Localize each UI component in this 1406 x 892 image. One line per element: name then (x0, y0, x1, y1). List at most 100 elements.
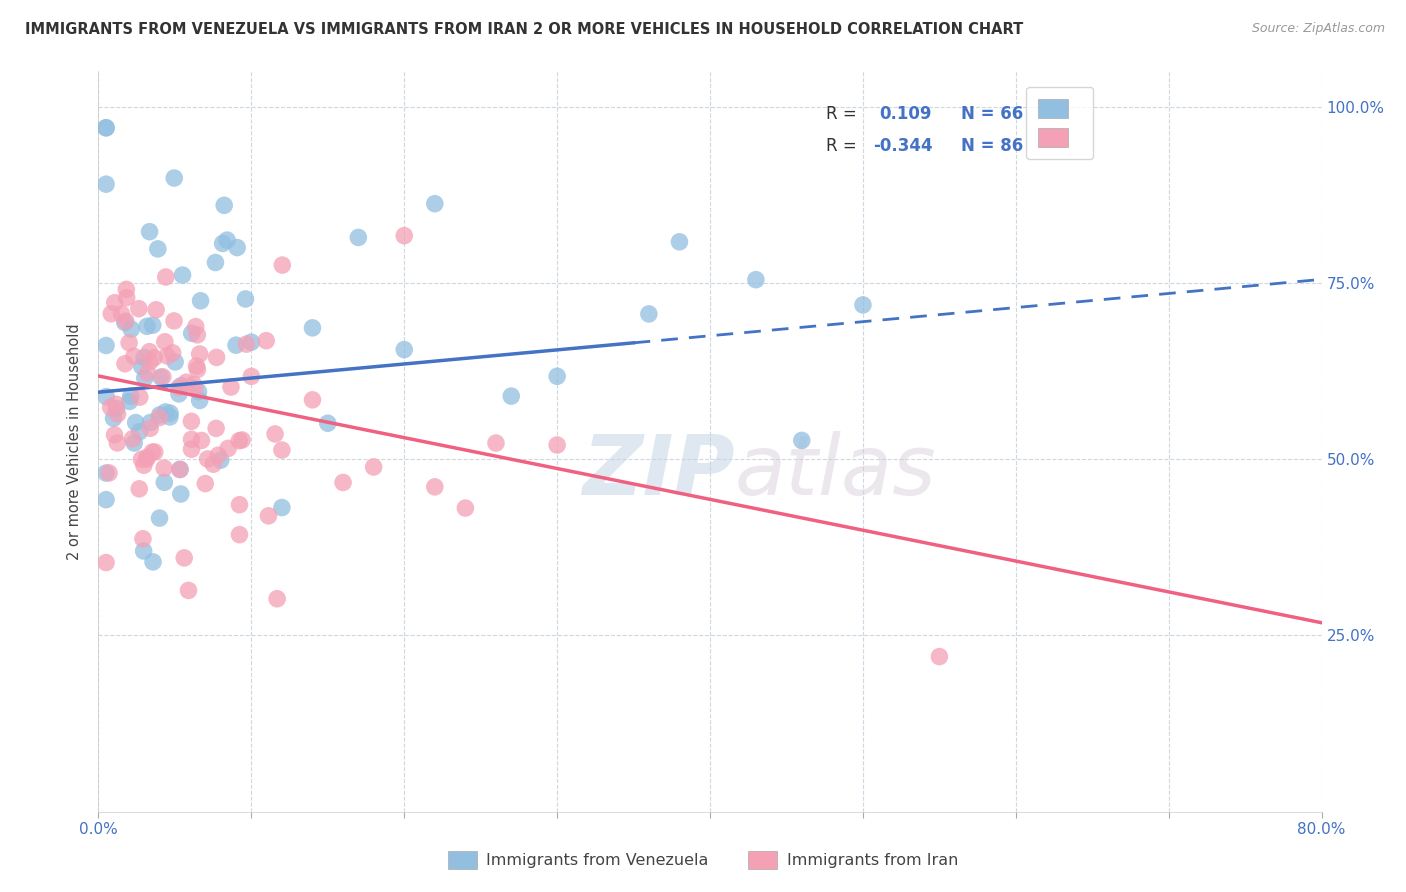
Point (209, 453, 232, 467)
Point (423, 196, 446, 211)
Point (115, 291, 138, 305)
Point (94, 556, 117, 570)
Point (98, 466, 121, 480)
Point (94, 466, 117, 480)
Point (270, 500, 292, 515)
Point (235, 337, 257, 351)
Text: Source: ZipAtlas.com: Source: ZipAtlas.com (1251, 22, 1385, 36)
Point (170, 378, 193, 392)
Point (257, 508, 280, 523)
Point (228, 527, 250, 541)
Point (120, 322, 142, 336)
Point (745, 273, 768, 287)
Point (187, 384, 209, 399)
Point (180, 326, 202, 341)
Point (128, 482, 150, 496)
Point (149, 408, 172, 422)
Point (100, 307, 122, 321)
Point (142, 318, 165, 333)
Point (121, 432, 143, 446)
Point (148, 410, 170, 425)
Point (266, 591, 288, 606)
Point (156, 349, 179, 363)
Point (131, 359, 153, 374)
Point (180, 442, 202, 457)
Point (128, 390, 150, 404)
Point (167, 380, 190, 394)
Point (155, 270, 177, 285)
Point (96, 390, 118, 404)
Point (132, 458, 155, 473)
Point (211, 236, 233, 251)
Point (103, 411, 125, 425)
Point (136, 319, 159, 334)
Point (107, 407, 129, 421)
Point (165, 355, 187, 369)
Point (114, 315, 136, 329)
Point (668, 235, 690, 249)
Point (212, 198, 235, 212)
Point (169, 462, 191, 476)
Point (240, 335, 263, 350)
Point (94, 492, 117, 507)
Point (177, 583, 200, 598)
Point (392, 343, 416, 357)
Point (146, 242, 169, 256)
Point (301, 321, 323, 335)
Point (183, 377, 205, 392)
Point (143, 351, 166, 365)
Point (176, 375, 198, 389)
Point (148, 511, 170, 525)
Point (139, 416, 162, 430)
Point (363, 460, 385, 475)
Point (122, 349, 145, 363)
Text: atlas: atlas (734, 431, 936, 512)
Point (637, 307, 661, 321)
Point (190, 293, 212, 308)
Point (139, 354, 162, 368)
Point (159, 409, 181, 424)
Point (143, 445, 166, 459)
Point (226, 241, 249, 255)
Point (94, 120, 117, 135)
Point (217, 233, 239, 247)
Point (132, 532, 155, 546)
Point (155, 405, 177, 419)
Text: R =: R = (827, 136, 858, 154)
Point (231, 433, 253, 447)
Point (184, 319, 207, 334)
Text: N = 86: N = 86 (960, 136, 1024, 154)
Point (139, 421, 162, 435)
Point (94, 338, 117, 352)
Point (180, 433, 202, 447)
Point (170, 487, 193, 501)
Point (423, 480, 446, 494)
Point (132, 544, 155, 558)
Point (169, 462, 191, 476)
Point (228, 498, 250, 512)
Point (105, 397, 128, 411)
Text: ZIP: ZIP (582, 431, 734, 512)
Point (180, 414, 202, 428)
Point (207, 448, 229, 462)
Point (194, 476, 217, 491)
Point (115, 282, 138, 296)
Point (204, 255, 226, 269)
Text: R =: R = (827, 104, 858, 123)
Point (186, 327, 208, 342)
Point (145, 302, 167, 317)
Point (114, 314, 136, 328)
Point (852, 298, 875, 312)
Point (546, 369, 568, 384)
Point (163, 171, 186, 186)
Point (132, 351, 155, 365)
Point (136, 450, 159, 465)
Point (172, 268, 194, 282)
Text: IMMIGRANTS FROM VENEZUELA VS IMMIGRANTS FROM IRAN 2 OR MORE VEHICLES IN HOUSEHOL: IMMIGRANTS FROM VENEZUELA VS IMMIGRANTS … (25, 22, 1024, 37)
Point (105, 436, 128, 450)
Point (205, 421, 228, 435)
Point (128, 301, 150, 316)
Point (184, 382, 207, 396)
Point (163, 314, 186, 328)
Point (347, 230, 370, 244)
